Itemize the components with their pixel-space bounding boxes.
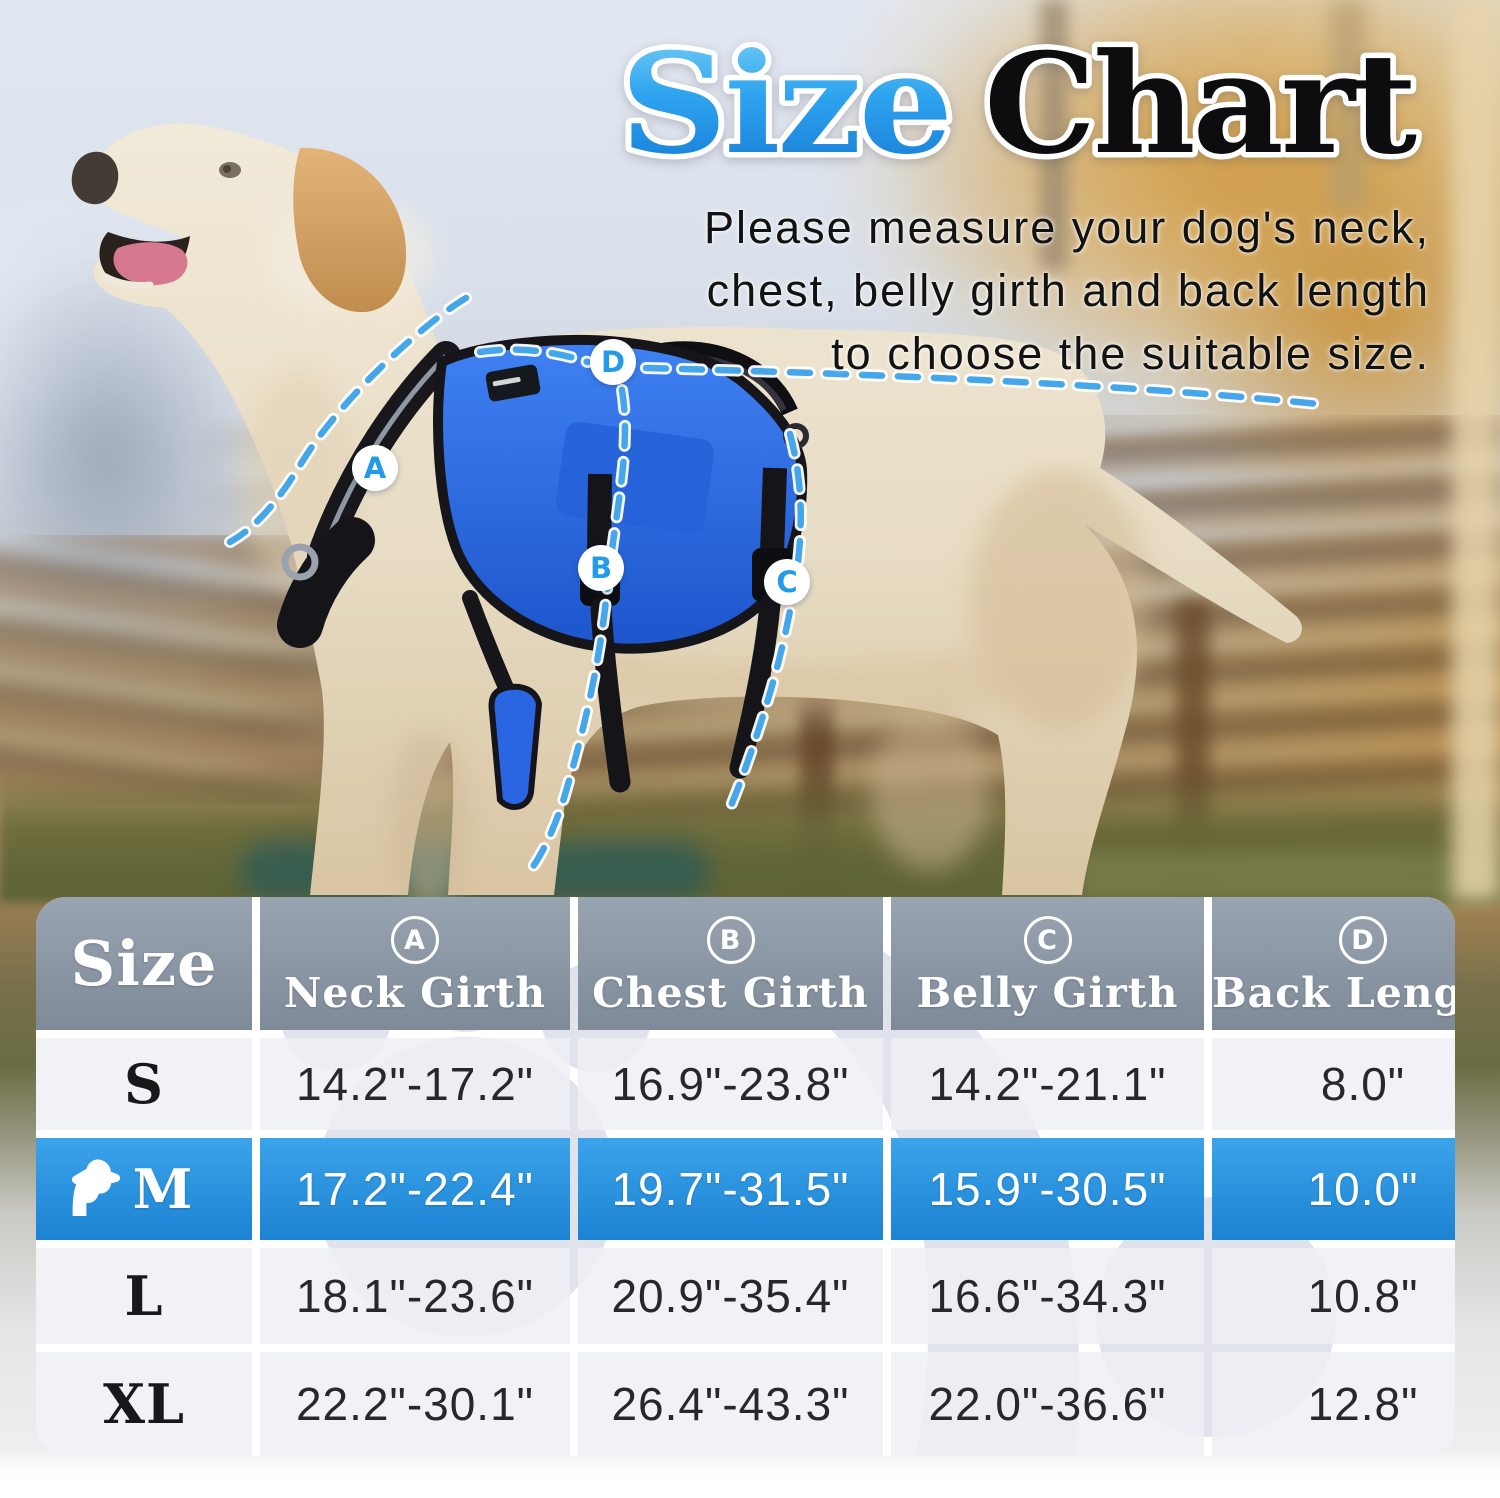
instruction-line: Please measure your dog's neck,	[704, 202, 1430, 253]
instruction-line: to choose the suitable size.	[831, 328, 1430, 379]
row-xl-back: 12.8"	[1212, 1352, 1455, 1456]
row-s-chest: 16.9"-23.8"	[578, 1038, 883, 1130]
row-xl-belly: 22.0"-36.6"	[891, 1352, 1204, 1456]
title-word-chart: Chart	[984, 22, 1417, 184]
measurement-dashes	[224, 292, 1324, 874]
row-l-size: L	[36, 1248, 252, 1344]
measure-point-d: D	[590, 339, 636, 385]
row-s-belly: 14.2"-21.1"	[891, 1038, 1204, 1130]
row-xl-chest: 26.4"-43.3"	[578, 1352, 883, 1456]
dog-ear	[293, 147, 407, 313]
row-m-size: M	[36, 1138, 252, 1240]
header-label: Neck Girth	[283, 969, 547, 1017]
page-title: Size Chart	[615, 17, 1426, 185]
header-label: Back Length	[1212, 969, 1455, 1017]
header-size: Size	[36, 897, 252, 1030]
dog-nose	[71, 151, 119, 205]
tree-trunk	[1040, 0, 1068, 270]
measuring-instructions: Please measure your dog's neck, chest, b…	[540, 196, 1430, 385]
row-l-belly: 16.6"-34.3"	[891, 1248, 1204, 1344]
circled-letter-b: B	[706, 916, 755, 964]
header-neck-girth: A Neck Girth	[260, 897, 570, 1030]
row-xl-neck: 22.2"-30.1"	[260, 1352, 570, 1456]
grass	[1080, 852, 1500, 902]
row-m-chest: 19.7"-31.5"	[578, 1138, 883, 1240]
light-edge	[1452, 0, 1500, 900]
header-label: Belly Girth	[916, 969, 1179, 1017]
measure-point-b: B	[578, 545, 624, 591]
header-back-length: D Back Length	[1212, 897, 1455, 1030]
instruction-line: chest, belly girth and back length	[706, 265, 1430, 316]
header-chest-girth: B Chest Girth	[578, 897, 883, 1030]
row-l-neck: 18.1"-23.6"	[260, 1248, 570, 1344]
header-label: Chest Girth	[592, 969, 869, 1017]
title-word-size: Size	[620, 22, 950, 184]
row-m-size-label: M	[132, 1157, 194, 1221]
row-s-size: S	[36, 1038, 252, 1130]
measure-point-c: C	[764, 559, 810, 605]
circled-letter-c: C	[1023, 916, 1072, 964]
row-m-belly: 15.9"-30.5"	[891, 1138, 1204, 1240]
tree-trunk	[1330, 0, 1366, 210]
belly-strap	[488, 683, 543, 810]
row-m-back: 10.0"	[1212, 1138, 1455, 1240]
circled-letter-d: D	[1339, 916, 1387, 964]
size-chart-table: Size A Neck Girth B Chest Girth C Belly …	[36, 897, 1455, 1456]
row-l-chest: 20.9"-35.4"	[578, 1248, 883, 1344]
row-s-back: 8.0"	[1212, 1038, 1455, 1130]
row-xl-size: XL	[36, 1352, 252, 1456]
header-belly-girth: C Belly Girth	[891, 897, 1204, 1030]
dog-tongue	[113, 242, 188, 286]
bottom-fade	[0, 1448, 1500, 1498]
row-s-neck: 14.2"-17.2"	[260, 1038, 570, 1130]
row-l-back: 10.8"	[1212, 1248, 1455, 1344]
row-m-neck: 17.2"-22.4"	[260, 1138, 570, 1240]
dog-head-icon	[71, 1159, 120, 1216]
circled-letter-a: A	[391, 916, 439, 964]
measure-point-a: A	[352, 445, 398, 491]
